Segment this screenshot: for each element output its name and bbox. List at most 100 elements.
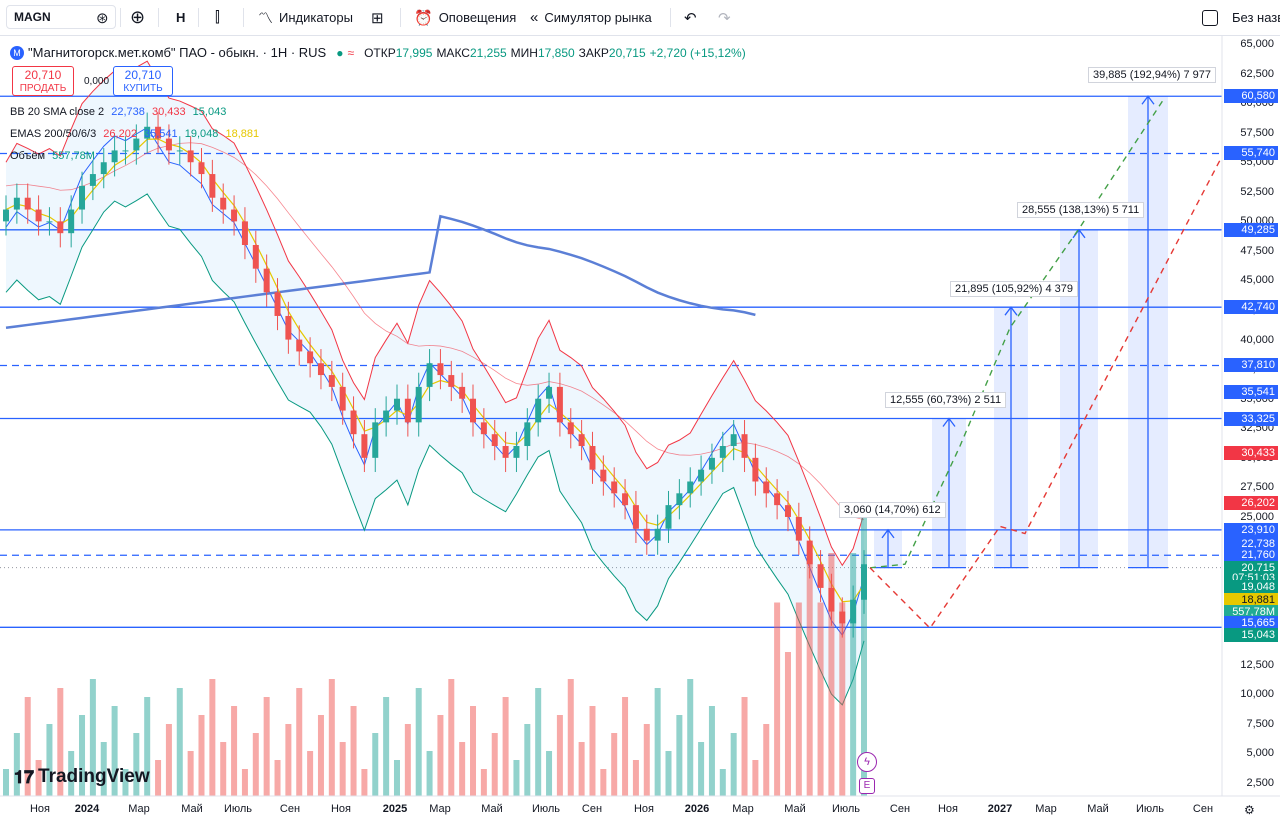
candle-body xyxy=(231,209,238,222)
tv-logo-wordmark: TradingView xyxy=(38,766,150,787)
ema6-line xyxy=(5,138,865,603)
candle-body xyxy=(784,505,791,517)
interval-button[interactable]: H xyxy=(176,0,185,35)
candle-body xyxy=(241,221,248,246)
indicators-button[interactable]: 〽 Индикаторы xyxy=(258,0,353,35)
projection-label-3[interactable]: 21,895 (105,92%) 4 379 xyxy=(950,281,1079,297)
earnings-icon[interactable]: E xyxy=(859,778,875,794)
projection-label-5[interactable]: 39,885 (192,94%) 7 977 xyxy=(1088,67,1217,83)
time-tick: Ноя xyxy=(633,803,655,815)
tradingview-logo: 𝟏𝟕 TradingView xyxy=(14,766,150,788)
status-dot-icon: ● xyxy=(336,45,344,60)
toolbar-divider xyxy=(158,8,159,27)
candle-body xyxy=(828,587,835,612)
volume-bar xyxy=(730,733,737,796)
settings-gear-icon[interactable]: ⚙ xyxy=(1244,803,1255,817)
bb-value-basis: 22,738 xyxy=(111,106,145,118)
volume-bar xyxy=(13,733,20,796)
volume-bar xyxy=(774,602,781,796)
add-symbol-icon[interactable]: ⊕ xyxy=(130,7,146,27)
price-axis[interactable]: 65,00062,50060,00057,50055,00052,50050,0… xyxy=(1222,0,1280,796)
alarm-icon: ⏰ xyxy=(414,9,433,27)
volume-bar xyxy=(622,697,629,796)
undo-icon[interactable]: ↶ xyxy=(684,9,697,27)
layout-checkbox[interactable]: Без назв xyxy=(1202,0,1280,35)
bb-value-lower: 15,043 xyxy=(192,106,227,118)
price-badge: 35,541 xyxy=(1224,385,1278,400)
candles-icon[interactable]: ⫿ xyxy=(215,9,220,26)
candle-body xyxy=(187,150,194,163)
ema-legend[interactable]: EMAS 200/50/6/3 26,202 35,541 19,048 18,… xyxy=(10,128,263,140)
candle-body xyxy=(111,150,118,163)
candle-body xyxy=(285,315,292,340)
alerts-button[interactable]: ⏰ Оповещения xyxy=(414,0,516,35)
candle-body xyxy=(524,422,531,447)
time-tick: Июль xyxy=(531,803,561,815)
candle-body xyxy=(795,516,802,541)
redo-icon[interactable]: ↷ xyxy=(718,9,731,27)
ema-label: EMAS 200/50/6/3 xyxy=(10,128,97,140)
projection-arrowhead xyxy=(1141,95,1155,105)
replay-button[interactable]: « Симулятор рынка xyxy=(530,0,652,35)
candle-body xyxy=(622,493,629,506)
volume-bar xyxy=(155,760,162,796)
candle-body xyxy=(459,386,466,399)
volume-bar xyxy=(502,697,509,796)
time-tick: Сен xyxy=(279,803,301,815)
volume-bar xyxy=(513,760,520,796)
lightning-icon[interactable]: ϟ xyxy=(857,752,877,772)
volume-bar xyxy=(231,706,238,796)
volume-bar xyxy=(263,697,270,796)
compare-icon[interactable]: ⊛ xyxy=(96,9,109,27)
wave-icon: ≈ xyxy=(347,45,355,60)
buy-price: 20,710 xyxy=(124,68,162,82)
bb-legend[interactable]: BB 20 SMA close 2 22,738 30,433 15,043 xyxy=(10,106,230,118)
projection-label-4[interactable]: 28,555 (138,13%) 5 711 xyxy=(1017,202,1145,218)
bb-lower-line xyxy=(5,193,865,706)
projection-label-1[interactable]: 3,060 (14,70%) 612 xyxy=(839,502,946,518)
volume-bar xyxy=(415,688,422,796)
time-tick: Июль xyxy=(223,803,253,815)
candle-body xyxy=(339,386,346,411)
candle-body xyxy=(556,386,563,423)
price-tick: 62,500 xyxy=(1240,67,1274,80)
candle-body xyxy=(741,434,748,458)
candle-body xyxy=(57,221,64,234)
candle-body xyxy=(687,481,694,494)
volume-bar xyxy=(589,706,596,796)
volume-bar xyxy=(241,769,248,796)
volume-bar xyxy=(480,769,487,796)
templates-icon[interactable]: ⊞ xyxy=(371,9,384,27)
projection-label-2[interactable]: 12,555 (60,73%) 2 511 xyxy=(885,392,1007,408)
volume-bar xyxy=(317,715,324,796)
candle-body xyxy=(404,398,411,423)
volume-legend[interactable]: Объём 557,78M xyxy=(10,150,99,162)
volume-bar xyxy=(144,697,151,796)
sell-button[interactable]: 20,710 ПРОДАТЬ xyxy=(12,66,74,96)
buy-button[interactable]: 20,710 КУПИТЬ xyxy=(113,66,173,96)
time-tick: Ноя xyxy=(330,803,352,815)
ema-value-6: 19,048 xyxy=(184,128,219,140)
price-badge: 18,881 xyxy=(1224,592,1278,607)
price-badge: 33,325 xyxy=(1224,411,1278,426)
volume-bar xyxy=(784,652,791,796)
volume-bar xyxy=(100,742,107,796)
candle-body xyxy=(698,469,705,482)
candle-body xyxy=(665,505,672,529)
symbol-search[interactable]: MAGN xyxy=(6,5,116,29)
volume-bar xyxy=(578,742,585,796)
volume-bar xyxy=(133,733,140,796)
volume-bar xyxy=(741,697,748,796)
price-tick: 5,000 xyxy=(1246,747,1274,760)
time-axis[interactable]: Ноя 2024 Мар Май Июль Сен Ноя 2025 Мар Май Июль Сен… xyxy=(0,796,1222,824)
candle-body xyxy=(89,174,96,186)
price-tick: 45,000 xyxy=(1240,274,1274,287)
volume-bar xyxy=(556,715,563,796)
toolbar-divider xyxy=(670,8,671,27)
buy-label: КУПИТЬ xyxy=(123,83,163,94)
candle-body xyxy=(448,375,455,387)
candle-body xyxy=(252,245,259,269)
candle-body xyxy=(35,209,42,222)
toolbar-divider xyxy=(243,8,244,27)
